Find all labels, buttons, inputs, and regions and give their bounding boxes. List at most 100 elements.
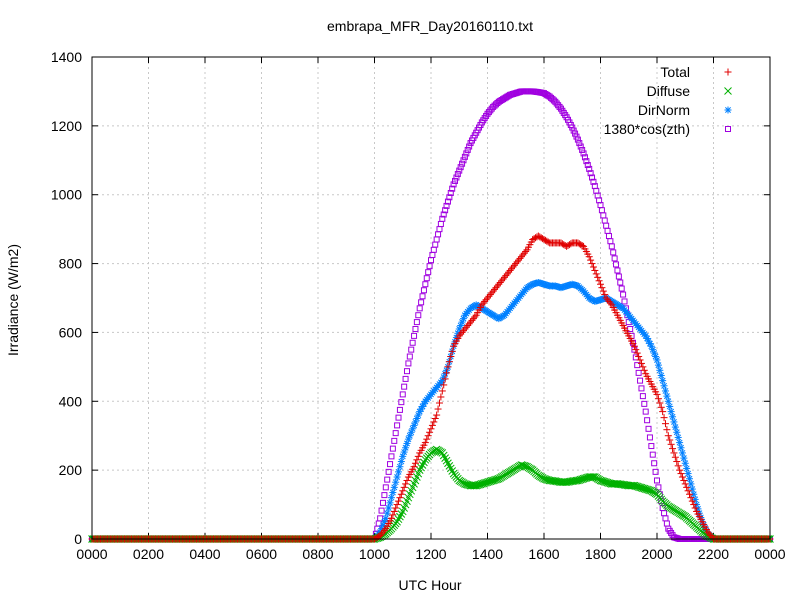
data-point bbox=[632, 346, 640, 354]
data-point bbox=[541, 475, 550, 484]
data-point bbox=[472, 481, 481, 490]
data-point bbox=[684, 487, 692, 495]
legend-marker bbox=[724, 68, 732, 76]
x-tick-label: 1400 bbox=[472, 546, 503, 562]
x-tick-label: 0200 bbox=[133, 546, 164, 562]
data-point bbox=[443, 202, 450, 209]
data-point bbox=[599, 287, 607, 295]
y-tick-label: 1000 bbox=[51, 187, 82, 203]
data-point bbox=[664, 397, 672, 405]
legend-label: 1380*cos(zth) bbox=[604, 121, 690, 137]
y-tick-label: 0 bbox=[74, 531, 82, 547]
data-point bbox=[387, 461, 394, 468]
data-point bbox=[633, 482, 642, 491]
data-point bbox=[419, 293, 426, 300]
data-point bbox=[397, 490, 405, 498]
data-point bbox=[586, 165, 593, 172]
data-point bbox=[457, 164, 464, 171]
data-point bbox=[402, 375, 409, 382]
data-point bbox=[683, 483, 691, 491]
data-point bbox=[654, 477, 660, 484]
data-point bbox=[585, 253, 593, 261]
data-point bbox=[678, 473, 686, 481]
data-point bbox=[390, 483, 398, 491]
data-point bbox=[667, 440, 675, 448]
data-point bbox=[443, 369, 451, 377]
data-point bbox=[590, 178, 597, 185]
data-point bbox=[580, 150, 587, 157]
data-point bbox=[685, 475, 693, 483]
data-point bbox=[653, 356, 661, 364]
data-point bbox=[684, 470, 692, 478]
data-point bbox=[380, 526, 388, 534]
data-point bbox=[476, 480, 485, 489]
data-point bbox=[411, 459, 419, 467]
data-point bbox=[431, 415, 439, 422]
data-point bbox=[601, 291, 609, 299]
data-point bbox=[687, 494, 695, 502]
data-point bbox=[415, 312, 422, 319]
plot-frame bbox=[91, 56, 771, 540]
legend-marker bbox=[725, 126, 731, 132]
data-point bbox=[617, 279, 624, 286]
data-point bbox=[579, 474, 588, 483]
data-point bbox=[661, 387, 669, 395]
data-point bbox=[657, 371, 665, 379]
x-tick-label: 1200 bbox=[415, 546, 446, 562]
data-point bbox=[653, 390, 661, 398]
data-point bbox=[466, 143, 473, 150]
data-point bbox=[615, 273, 622, 280]
data-point bbox=[414, 452, 422, 460]
data-point bbox=[426, 263, 433, 270]
data-point bbox=[654, 395, 662, 403]
data-point bbox=[573, 133, 580, 140]
data-point bbox=[598, 284, 606, 292]
data-point bbox=[643, 485, 651, 494]
data-point bbox=[381, 492, 388, 499]
data-point bbox=[392, 504, 400, 512]
data-point bbox=[637, 377, 644, 384]
data-point bbox=[670, 449, 678, 457]
data-point bbox=[602, 478, 611, 487]
data-point bbox=[433, 411, 441, 419]
data-point bbox=[678, 449, 686, 457]
data-point bbox=[425, 269, 432, 276]
data-point bbox=[379, 499, 386, 506]
data-point bbox=[587, 170, 594, 177]
data-point bbox=[596, 476, 605, 485]
data-point bbox=[611, 255, 618, 262]
data-point bbox=[387, 514, 395, 522]
data-point bbox=[444, 363, 452, 371]
data-point bbox=[389, 445, 396, 452]
data-point bbox=[589, 473, 598, 481]
data-point bbox=[656, 399, 664, 407]
data-point bbox=[398, 399, 405, 406]
data-point bbox=[394, 422, 401, 429]
data-point bbox=[680, 454, 688, 462]
data-point bbox=[637, 359, 645, 367]
data-point bbox=[663, 426, 671, 434]
data-point bbox=[397, 458, 405, 466]
data-point bbox=[427, 425, 435, 433]
data-point bbox=[378, 507, 385, 514]
data-point bbox=[450, 181, 457, 188]
data-point bbox=[475, 480, 483, 489]
data-point bbox=[670, 418, 678, 426]
data-point bbox=[667, 408, 675, 416]
data-point bbox=[441, 375, 449, 383]
data-point bbox=[423, 275, 430, 282]
data-point bbox=[636, 483, 644, 492]
legend-label: Diffuse bbox=[647, 83, 691, 99]
data-point bbox=[587, 256, 595, 264]
data-point bbox=[406, 353, 413, 360]
data-point bbox=[600, 477, 609, 486]
y-axis-label: Irradiance (W/m2) bbox=[5, 244, 21, 356]
data-point bbox=[591, 266, 599, 274]
data-point bbox=[408, 346, 415, 353]
data-point bbox=[659, 377, 667, 385]
data-point bbox=[389, 511, 397, 519]
data-point bbox=[674, 433, 682, 441]
data-point bbox=[584, 162, 591, 169]
data-point bbox=[461, 153, 468, 160]
legend-marker bbox=[724, 87, 732, 95]
